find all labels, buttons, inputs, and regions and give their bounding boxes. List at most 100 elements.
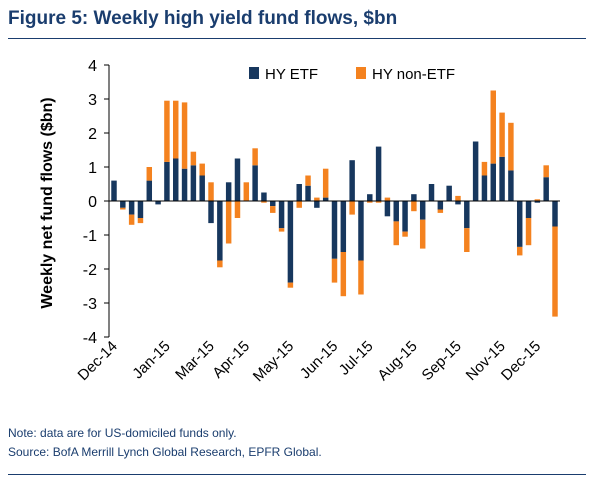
bar-hy-etf [367,194,373,201]
bar-hy-etf [358,201,364,261]
bar-hy-non-etf [349,201,355,215]
y-tick-label: -4 [83,330,97,347]
source-note: Source: BofA Merrill Lynch Global Resear… [8,445,322,459]
bar-hy-etf [499,156,505,201]
x-tick-label: May-15 [250,338,297,385]
legend-swatch-hy-etf [249,67,259,79]
y-tick-label: 1 [88,160,97,177]
bar-hy-non-etf [225,201,232,244]
bar-hy-etf [190,165,197,201]
bar-hy-non-etf [243,182,250,201]
bar-hy-etf [314,201,320,208]
bar-hy-etf [234,158,241,201]
bar-hy-etf [340,201,347,252]
bar-hy-etf [525,201,532,218]
legend-swatch-hy-non-etf [356,67,366,79]
bar-hy-etf [305,185,311,201]
bar-hy-etf [375,146,382,201]
bar-hy-non-etf [305,175,311,186]
bar-hy-non-etf [543,165,549,178]
bar-hy-etf [331,201,338,259]
bar-hy-non-etf [322,168,329,198]
bar-hy-non-etf [481,161,488,176]
bar-hy-etf [534,201,541,203]
legend-label-hy-etf: HY ETF [265,66,318,83]
y-tick-label: -3 [83,296,97,313]
bar-hy-etf [481,175,488,201]
legend: HY ETF HY non-ETF [249,66,455,83]
bar-hy-non-etf [393,221,399,246]
bar-hy-etf [181,168,188,201]
x-tick-label: Apr-15 [209,338,253,382]
bar-hy-etf [464,201,470,229]
bar-hy-etf [137,201,144,218]
bar-hy-etf [437,201,444,210]
bar-hy-non-etf [217,260,223,268]
bar-hy-non-etf [164,100,170,162]
bar-hy-non-etf [499,112,505,157]
chart: 4 3 2 1 0 -1 -2 -3 -4 Dec-14 Jan-15Mar-15Apr-15Ma… [39,58,560,385]
y-tick-label: -1 [83,228,97,245]
bar-hy-non-etf [190,151,197,166]
bar-hy-etf [552,201,558,227]
bar-hy-non-etf [314,197,320,201]
bottom-rule [8,474,586,475]
bar-hy-non-etf [146,167,153,181]
bar-hy-etf [455,201,461,205]
bar-hy-non-etf [252,148,258,166]
title-rule [8,38,586,39]
bars-group [111,90,558,317]
bar-hy-non-etf [296,201,302,208]
bar-hy-non-etf [287,282,294,288]
bar-hy-non-etf [490,90,496,164]
bar-hy-non-etf [437,209,444,213]
bar-hy-non-etf [234,201,241,218]
x-tick-label: Dec-15 [498,338,544,384]
y-ticks-group: 4 3 2 1 0 -1 -2 -3 -4 [83,58,109,347]
x-tick-label: Sep-15 [419,338,465,384]
bar-hy-etf [270,201,276,207]
bar-hy-non-etf [516,246,523,256]
y-tick-label: 0 [88,194,97,211]
bar-hy-etf [472,141,479,201]
bar-hy-non-etf [402,231,408,237]
bar-hy-non-etf [367,201,373,203]
y-tick-label: 4 [88,58,97,75]
bar-hy-non-etf [419,219,426,249]
bar-hy-etf [252,165,258,201]
bar-hy-non-etf [331,258,338,283]
x-tick-label: Mar-15 [172,338,218,384]
bar-hy-non-etf [340,252,347,297]
bar-hy-non-etf [384,197,391,201]
bar-hy-etf [208,201,214,224]
bar-hy-non-etf [278,228,285,232]
bar-hy-non-etf [525,218,532,246]
x-tick-label: Jul-15 [336,338,377,379]
x-tick-label: Jan-15 [129,338,173,382]
bar-hy-etf [516,201,523,247]
bar-hy-etf [199,175,205,201]
bar-hy-non-etf [181,102,188,169]
bar-hy-etf [173,158,179,201]
x-tick-label: Aug-15 [374,338,420,384]
y-tick-label: 2 [88,126,97,143]
bar-hy-etf [411,194,417,201]
figure-title: Figure 5: Weekly high yield fund flows, … [8,8,398,29]
bar-hy-non-etf [552,226,558,317]
bar-hy-non-etf [534,199,541,201]
bar-hy-etf [155,201,161,205]
bar-hy-etf [393,201,399,222]
bar-hy-etf [128,201,135,215]
bar-hy-etf [120,201,126,208]
bar-hy-etf [508,170,514,201]
bar-hy-non-etf [358,260,364,295]
bar-hy-etf [446,185,452,201]
bar-hy-non-etf [411,201,417,212]
bar-hy-non-etf [128,214,135,225]
y-tick-label: -2 [83,262,97,279]
bar-hy-etf [402,201,408,232]
bar-hy-etf [384,201,391,217]
bar-hy-non-etf [508,122,514,171]
bar-hy-non-etf [120,207,126,210]
